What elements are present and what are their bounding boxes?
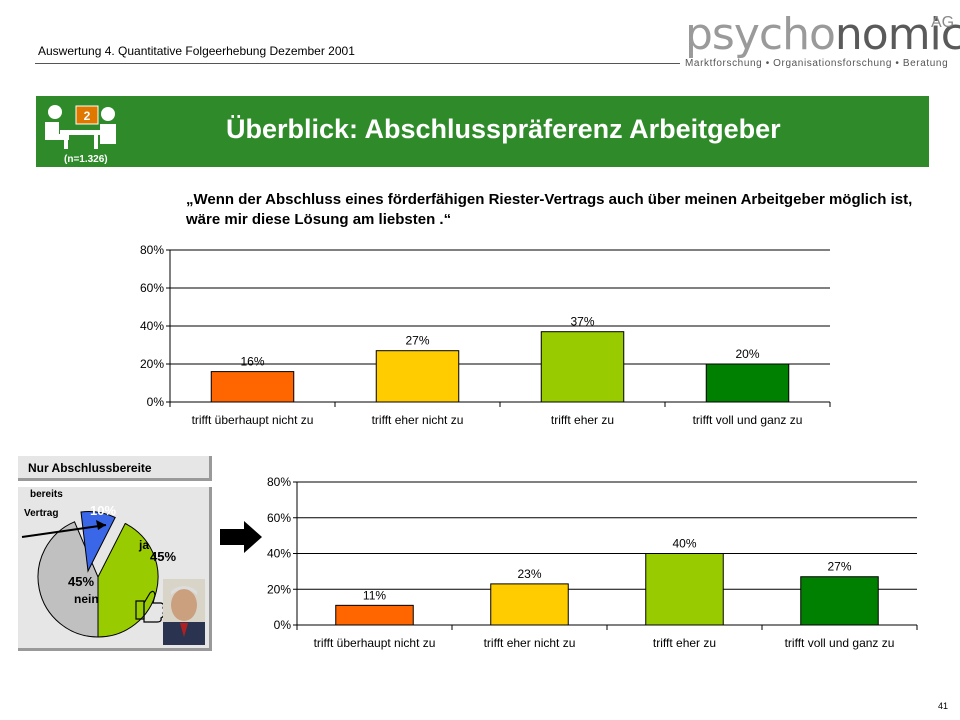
header-divider	[35, 63, 680, 64]
pct-bereits: 10%	[90, 503, 116, 518]
chart-all-respondents: 0% 20% 40% 60% 80% 16% trifft überhaupt nicht …	[120, 240, 840, 445]
logo-ag: AG	[931, 14, 955, 31]
y-tick-label: 60%	[267, 511, 291, 525]
portrait-photo	[163, 579, 205, 645]
bar	[705, 363, 790, 403]
segment-panel: bereits Vertrag 10% ja 45% 45% nein	[18, 487, 212, 651]
bar	[210, 371, 295, 403]
x-tick-label: trifft eher zu	[653, 636, 716, 650]
x-tick-label: trifft eher nicht zu	[484, 636, 576, 650]
x-tick-label: trifft eher zu	[551, 413, 614, 427]
segment-header-label: Nur Abschlussbereite	[28, 461, 152, 475]
y-tick-label: 20%	[140, 357, 164, 371]
data-label: 20%	[735, 347, 759, 361]
pie-arrow	[21, 524, 107, 538]
x-tick-label: trifft voll und ganz zu	[785, 636, 895, 650]
x-tick-label: trifft eher nicht zu	[372, 413, 464, 427]
logo-tagline: Marktforschung • Organisationsforschung …	[685, 58, 949, 69]
x-tick-label: trifft überhaupt nicht zu	[314, 636, 436, 650]
banner-badge: 2	[84, 109, 91, 123]
bar	[645, 553, 724, 626]
y-tick-label: 40%	[140, 319, 164, 333]
chart-all-respondents-svg: 0% 20% 40% 60% 80% 16% trifft überhaupt nicht …	[140, 243, 831, 427]
y-tick-label: 0%	[274, 618, 292, 632]
bar	[335, 604, 414, 626]
y-tick-label: 80%	[140, 243, 164, 257]
data-label: 37%	[570, 315, 594, 329]
logo-wordmark: psychonomics	[685, 12, 960, 58]
chart-ready-to-sign: 0% 20% 40% 60% 80% 11% trifft überhaupt nicht …	[245, 470, 935, 665]
page-title: Überblick: Abschlusspräferenz Arbeitgebe…	[226, 114, 781, 144]
survey-question: „Wenn der Abschluss eines förderfähigen …	[186, 191, 913, 228]
data-label: 11%	[363, 588, 386, 602]
data-label: 23%	[517, 567, 541, 581]
y-tick-label: 40%	[267, 547, 291, 561]
label-vertrag: Vertrag	[24, 508, 58, 519]
pie-arrow-head	[96, 520, 106, 530]
data-label: 27%	[405, 334, 429, 348]
y-tick-label: 80%	[267, 475, 291, 489]
logo-part1: psycho	[685, 9, 836, 60]
bar	[800, 576, 879, 626]
segment-header: Nur Abschlussbereite	[18, 456, 212, 481]
title-banner: 2 (n=1.326) Überblick: Abschlusspräferen…	[36, 96, 929, 167]
pct-ja: 45%	[150, 549, 176, 564]
pct-nein: 45%	[68, 574, 94, 589]
arrow-right-icon	[218, 520, 264, 559]
company-logo: psychonomics AG Marktforschung • Organis…	[685, 12, 960, 74]
report-subtitle: Auswertung 4. Quantitative Folgeerhebung…	[38, 44, 355, 58]
y-tick-label: 20%	[267, 582, 291, 596]
x-tick-label: trifft voll und ganz zu	[693, 413, 803, 427]
x-tick-label: trifft überhaupt nicht zu	[192, 413, 314, 427]
data-label: 40%	[672, 537, 696, 551]
page-number: 41	[938, 701, 949, 711]
chart-ready-to-sign-svg: 0% 20% 40% 60% 80% 11% trifft überhaupt nicht …	[267, 475, 918, 650]
y-tick-label: 60%	[140, 281, 164, 295]
meeting-icon: 2 (n=1.326)	[40, 100, 122, 165]
label-ja: ja	[138, 538, 149, 552]
data-label: 27%	[827, 560, 851, 574]
bar	[540, 331, 625, 403]
bar	[490, 583, 569, 626]
y-tick-label: 0%	[147, 395, 165, 409]
bar	[375, 350, 460, 403]
data-label: 16%	[240, 355, 264, 369]
label-bereits: bereits	[30, 489, 63, 500]
sample-size-label: (n=1.326)	[64, 154, 108, 165]
label-nein: nein	[74, 592, 99, 606]
pie-slice-ja	[97, 522, 159, 638]
logo-part2: nomics	[834, 9, 960, 60]
